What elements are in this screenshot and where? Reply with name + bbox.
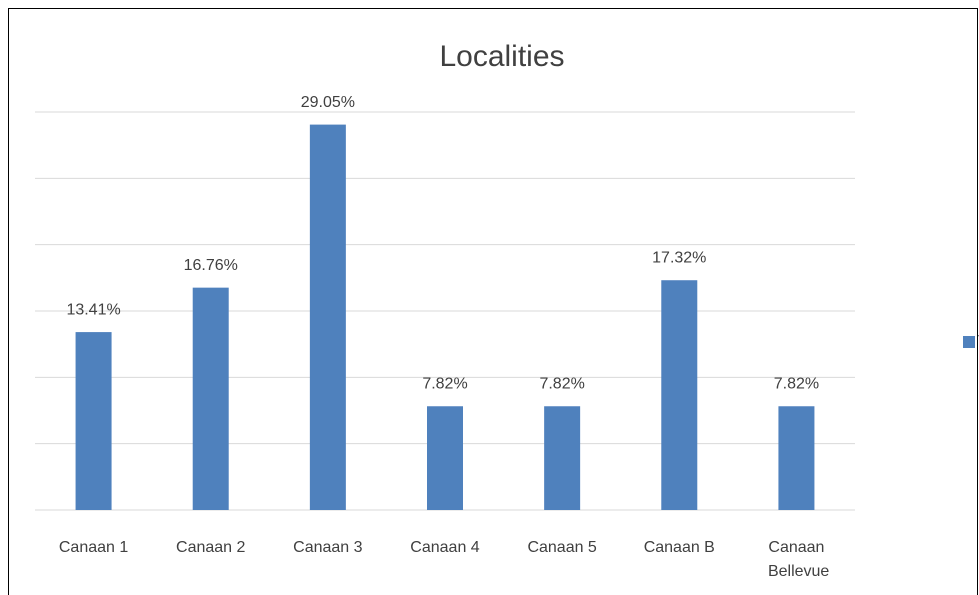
bar <box>778 406 815 510</box>
chart-border <box>8 8 978 595</box>
legend-swatch <box>963 336 975 348</box>
bar <box>661 280 698 510</box>
bar <box>75 332 112 510</box>
data-label: 7.82% <box>774 375 819 392</box>
data-label: 29.05% <box>301 94 355 111</box>
bar <box>427 406 463 510</box>
data-label: 7.82% <box>539 375 584 392</box>
data-label: 17.32% <box>652 249 706 266</box>
x-tick-label: Canaan 1 <box>59 539 128 556</box>
bar <box>309 124 346 510</box>
bar <box>192 287 229 510</box>
data-label: 7.82% <box>422 375 467 392</box>
chart-title: Localities <box>439 40 564 73</box>
x-tick-label: Canaan 4 <box>410 539 479 556</box>
data-label: 16.76% <box>184 257 238 274</box>
bar <box>544 406 581 510</box>
x-tick-label: Canaan B <box>644 539 715 556</box>
x-tick-label: Canaan 3 <box>293 539 362 556</box>
x-tick-label: Canaan Bellevue <box>764 539 830 580</box>
data-label: 13.41% <box>66 301 120 318</box>
x-tick-label: Canaan 2 <box>176 539 245 556</box>
x-tick-label: Canaan 5 <box>527 539 596 556</box>
